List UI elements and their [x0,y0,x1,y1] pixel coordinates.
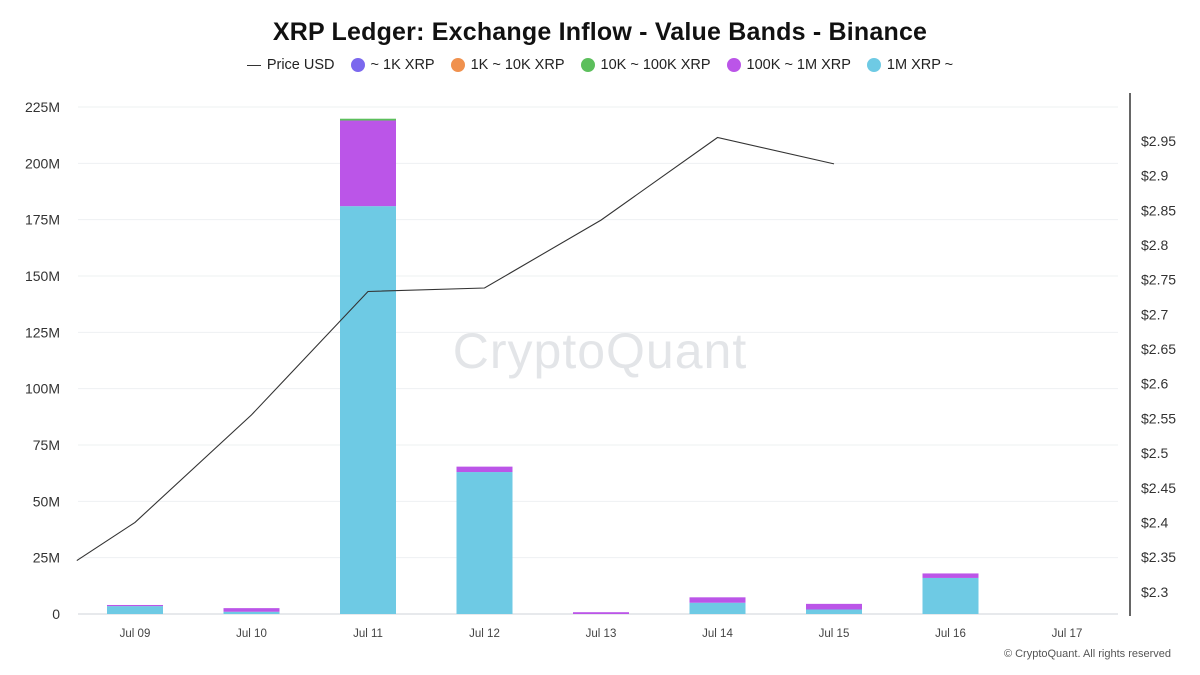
y-right-tick-label: $2.7 [1141,306,1168,322]
y-left-tick-label: 50M [33,493,60,509]
y-right-tick-label: $2.6 [1141,376,1168,392]
y-left-tick-label: 100M [25,381,60,397]
legend-dot-swatch [726,58,741,72]
y-right-tick-label: $2.35 [1141,549,1176,565]
y-right-tick-label: $2.9 [1141,168,1168,184]
y-right-tick-label: $2.8 [1141,237,1168,253]
legend-item[interactable]: ~ 1K XRP [350,57,435,73]
y-right-tick-label: $2.3 [1141,584,1168,600]
legend-dot-swatch [450,58,465,72]
chart-legend: Price USD ~ 1K XRP 1K ~ 10K XRP 10K ~ 100K … [0,57,1200,73]
y-right-tick-label: $2.85 [1141,202,1176,218]
bar-segment[interactable] [456,466,513,473]
legend-item[interactable]: 10K ~ 100K XRP [580,57,711,73]
x-tick-label: Jul 15 [819,628,850,640]
legend-label: 10K ~ 100K XRP [600,57,711,73]
legend-label: 1M XRP ~ [886,57,954,73]
y-left-tick-label: 225M [25,99,60,115]
bar-segment[interactable] [456,472,513,614]
copyright-notice: © CryptoQuant. All rights reserved [1003,648,1171,660]
legend-item[interactable]: Price USD [246,57,335,73]
bar-segment[interactable] [107,604,163,607]
y-left-tick-label: 0 [52,606,60,622]
bar-segment[interactable] [689,602,746,614]
y-left-tick-label: 75M [33,437,60,453]
y-right-tick-label: $2.55 [1141,410,1176,426]
y-left-tick-label: 25M [33,550,60,566]
x-tick-label: Jul 14 [702,628,733,640]
y-left-tick-label: 150M [25,268,60,284]
bar-segment[interactable] [223,608,280,612]
y-right-tick-label: $2.5 [1141,445,1168,461]
y-left-tick-label: 200M [25,155,60,171]
bar-segment[interactable] [107,606,163,614]
legend-dot-swatch [580,58,595,72]
x-tick-label: Jul 09 [120,628,151,640]
legend-item[interactable]: 1M XRP ~ [866,57,954,73]
y-right-tick-label: $2.45 [1141,480,1176,496]
price-usd-line[interactable] [76,136,835,562]
legend-dot-swatch [866,58,881,72]
legend-item[interactable]: 1K ~ 10K XRP [450,57,565,73]
bar-segment[interactable] [573,612,629,614]
y-right-tick-label: $2.65 [1141,341,1176,357]
bar-segment[interactable] [806,609,862,614]
x-tick-label: Jul 12 [469,628,500,640]
x-tick-label: Jul 16 [935,628,966,640]
bar-segment[interactable] [223,611,280,614]
legend-dot-swatch [350,58,365,72]
y-left-tick-label: 125M [25,324,60,340]
legend-item[interactable]: 100K ~ 1M XRP [726,57,851,73]
y-right-tick-label: $2.75 [1141,272,1176,288]
x-tick-label: Jul 11 [353,628,383,640]
legend-line-swatch [246,64,261,66]
bar-segment[interactable] [340,120,396,207]
bar-segment[interactable] [922,577,979,614]
y-left-tick-label: 175M [25,212,60,228]
chart-title: XRP Ledger: Exchange Inflow - Value Band… [272,18,928,46]
legend-label: ~ 1K XRP [370,57,435,73]
x-tick-label: Jul 13 [586,628,617,640]
bar-segment[interactable] [340,118,396,121]
legend-label: 1K ~ 10K XRP [470,57,565,73]
bar-segment[interactable] [689,597,746,603]
y-right-tick-label: $2.4 [1141,514,1168,530]
bar-segment[interactable] [806,603,862,610]
bar-segment[interactable] [340,206,396,614]
y-right-tick-label: $2.95 [1141,133,1176,149]
legend-label: Price USD [266,57,335,73]
bar-segment[interactable] [922,573,979,578]
x-tick-label: Jul 10 [236,628,267,640]
legend-label: 100K ~ 1M XRP [746,57,851,73]
x-tick-label: Jul 17 [1052,628,1083,640]
